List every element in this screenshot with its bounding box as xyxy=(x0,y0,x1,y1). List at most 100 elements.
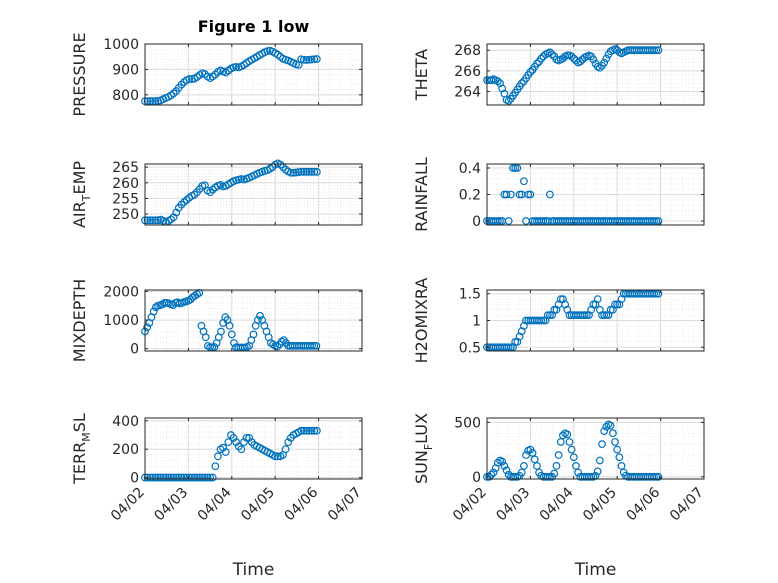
axes-box xyxy=(144,43,363,106)
data-point xyxy=(310,167,319,176)
data-point xyxy=(652,472,661,481)
data-point xyxy=(227,330,236,339)
data-point xyxy=(156,473,165,482)
data-point xyxy=(190,473,199,482)
data-point xyxy=(493,77,502,86)
data-point xyxy=(174,473,183,482)
data-point xyxy=(159,473,168,482)
data-point xyxy=(297,426,306,435)
data-point xyxy=(271,452,280,461)
subplot-rainfall: 0 0.2 0.4 RAINFALL xyxy=(412,157,705,232)
data-point xyxy=(602,311,611,320)
x-tick-label: 04/06 xyxy=(624,484,664,524)
data-point xyxy=(177,80,186,89)
data-point xyxy=(180,473,188,482)
data-point xyxy=(654,472,663,481)
data-point xyxy=(611,300,619,309)
y-tick-label: 0 xyxy=(130,342,139,358)
subplot-pressure: 800 900 1000 PRESSURE Figure 1 low xyxy=(70,17,363,117)
data-point xyxy=(169,473,178,482)
data-point xyxy=(654,46,663,55)
data-point xyxy=(299,55,308,64)
x-tick-label: 04/07 xyxy=(667,485,707,525)
y-axis-label: RAINFALL xyxy=(412,157,431,232)
data-point xyxy=(299,167,308,176)
y-tick-label: 2000 xyxy=(103,284,139,300)
axes-box xyxy=(144,163,363,226)
data-point xyxy=(305,167,313,176)
data-point xyxy=(593,295,602,303)
data-point xyxy=(307,55,316,64)
data-point xyxy=(206,473,215,482)
data-point xyxy=(146,216,155,225)
data-point xyxy=(524,190,533,199)
data-point xyxy=(506,190,515,199)
data-point xyxy=(515,190,524,199)
data-point xyxy=(307,426,316,435)
axes-box xyxy=(486,417,705,480)
data-point xyxy=(273,342,282,351)
subplot-theta: 264 266 268 THETA xyxy=(412,43,705,106)
data-point xyxy=(502,190,511,199)
data-point xyxy=(550,469,559,478)
data-point xyxy=(249,330,258,339)
data-point xyxy=(148,473,157,482)
data-point xyxy=(600,311,609,320)
data-point xyxy=(294,168,303,177)
data-point xyxy=(608,429,617,438)
data-point xyxy=(563,51,572,60)
data-point xyxy=(308,341,316,350)
data-point xyxy=(652,217,661,225)
data-point xyxy=(185,473,194,482)
data-point xyxy=(151,216,160,225)
data-point xyxy=(511,338,520,346)
data-point xyxy=(537,316,546,325)
data-point xyxy=(511,472,520,481)
data-point xyxy=(297,167,306,176)
data-point xyxy=(493,217,502,225)
data-point xyxy=(310,55,319,64)
data-point xyxy=(613,445,622,454)
data-point xyxy=(569,453,578,462)
data-point xyxy=(565,438,574,446)
data-point xyxy=(237,445,246,454)
data-point xyxy=(598,440,606,449)
data-point xyxy=(148,216,157,225)
x-axis-label: Time xyxy=(574,560,617,580)
y-tick-label: 0 xyxy=(130,471,139,487)
x-axis-label: Time xyxy=(232,560,275,580)
data-point xyxy=(206,188,215,197)
y-axis-label: PRESSURE xyxy=(70,32,89,116)
data-point xyxy=(587,472,596,481)
data-point xyxy=(602,422,611,431)
y-tick-label: 260 xyxy=(112,176,139,192)
axes-box xyxy=(486,43,705,106)
data-point xyxy=(611,438,619,446)
x-tick-label: 04/05 xyxy=(580,485,620,525)
data-point xyxy=(502,466,511,475)
data-point xyxy=(487,470,496,479)
subplot-terr-msl: 0 200 400 04/02 04/03 04/04 04/05 04/06 04/07 Tim… xyxy=(70,413,365,580)
data-point xyxy=(576,57,585,66)
subplot-h2omixra: 0.5 1 1.5 H2OMIXRA xyxy=(412,278,705,363)
data-point xyxy=(489,468,498,477)
data-point xyxy=(281,445,290,454)
data-point xyxy=(256,311,264,320)
data-point xyxy=(543,311,552,320)
data-point xyxy=(146,97,155,106)
y-tick-label: 264 xyxy=(454,85,481,101)
data-point xyxy=(504,96,513,105)
data-point xyxy=(211,462,220,471)
x-tick-label: 04/04 xyxy=(537,484,577,524)
data-point xyxy=(496,217,504,225)
data-point xyxy=(595,63,604,72)
data-point xyxy=(650,472,658,481)
data-point xyxy=(230,339,238,347)
data-point xyxy=(214,452,222,461)
data-point xyxy=(302,167,311,176)
data-point xyxy=(569,54,578,63)
y-tick-label: 0.5 xyxy=(459,340,481,356)
data-point xyxy=(485,472,494,481)
y-tick-label: 265 xyxy=(112,160,139,176)
